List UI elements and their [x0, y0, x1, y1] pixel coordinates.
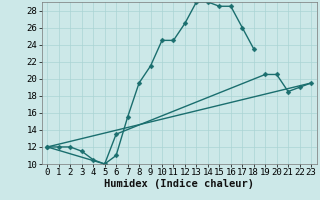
X-axis label: Humidex (Indice chaleur): Humidex (Indice chaleur): [104, 179, 254, 189]
